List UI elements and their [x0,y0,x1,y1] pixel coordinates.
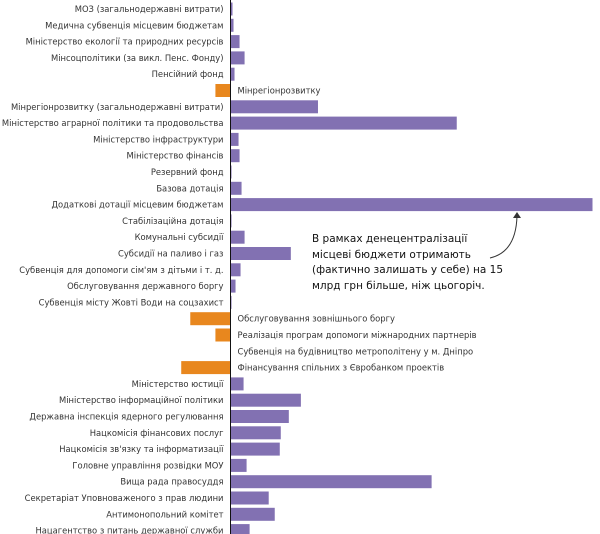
category-label: Міністерство юстиції [132,379,225,389]
bar-11 [230,165,232,179]
category-label: Головне управління розвідки МОУ [72,460,223,470]
bar-13 [230,198,593,212]
category-label: Вища рада правосуддя [120,477,223,487]
category-label: Обслуговування зовнішнього боргу [238,314,396,324]
bar-30 [230,475,432,489]
category-label: Субвенція на будівництво метрополітену у… [238,346,474,356]
category-label: Субвенція місту Жовті Води на соцзахист [39,297,224,307]
category-label: Субвенція для допомоги сім'ям з дітьми і… [19,265,223,275]
bar-23 [181,361,231,375]
bar-5 [230,67,235,81]
category-label: Мінрегіонрозвитку [238,86,321,96]
category-label: Міністерство фінансів [127,151,224,161]
category-label: Міністерство аграрної політики та продов… [2,118,224,128]
annotation-line: (фактично залишать у себе) на 15 [312,264,504,276]
bar-29 [230,458,247,472]
category-label: Державна інспекція ядерного регулювання [29,412,223,422]
arrow-curve [489,215,518,259]
bar-32 [230,507,275,521]
category-label: Фінансування спільних з Євробанком проек… [238,363,445,373]
category-label: Мінсоцполітики (за викл. Пенс. Фонду) [51,53,224,63]
category-label: Нацкомісія фінансових послуг [90,428,224,438]
bar-27 [230,426,281,440]
bar-26 [230,410,289,423]
category-label: Секретаріат Уповноваженого з прав людини [25,493,224,503]
annotation-line: млрд грн більше, ніж цьогоріч. [312,279,485,292]
bar-1 [230,2,233,16]
category-label: Додаткові дотації місцевим бюджетам [51,200,223,210]
bar-4 [230,51,245,65]
category-label: Міністерство інфраструктури [93,134,223,144]
annotation-arrow [489,212,521,259]
category-label: Обслуговування державного боргу [67,281,223,291]
bar-17 [230,263,241,277]
bar-25 [230,393,301,407]
bar-6 [215,84,231,97]
bar-24 [230,377,244,391]
bar-19 [230,295,232,309]
bar-21 [215,328,231,342]
annotation-line: місцеві бюджети отримають [312,248,471,261]
category-label: МОЗ (загальнодержавні витрати) [75,4,224,14]
arrow-head [513,212,521,218]
bar-33 [230,524,250,534]
category-label: Міністерство екології та природних ресур… [26,37,224,47]
bar-16 [230,247,291,260]
category-label: Мінрегіонрозвитку (загальнодержавні витр… [11,102,224,112]
bar-31 [230,491,269,505]
category-label: Стабілізаційна дотація [122,216,223,226]
category-label: Нацкомісія зв'язку та інформатизації [59,444,224,454]
bar-20 [190,312,231,326]
bar-7 [230,100,318,114]
annotation-text: В рамках денецентралізації місцеві бюдже… [312,232,504,294]
bar-9 [230,132,239,146]
bar-10 [230,149,240,163]
category-label: Пенсійний фонд [152,69,224,79]
bar-28 [230,442,280,456]
category-label: Нацагентство з питань державної служби [35,526,223,534]
bars-group [181,2,593,534]
category-label: Резервний фонд [151,167,224,177]
bar-2 [230,18,234,32]
bar-14 [230,214,232,228]
annotation-line: В рамках денецентралізації [312,233,468,245]
category-label: Медична субвенція місцевим бюджетам [45,20,223,30]
bar-8 [230,116,457,130]
category-label: Реалізація програм допомоги міжнародних … [238,330,477,340]
bar-12 [230,181,242,195]
category-label: Антимонопольний комітет [106,509,223,519]
bar-18 [230,279,236,293]
category-labels-group: МОЗ (загальнодержавні витрати) Медична су… [2,4,477,534]
bar-3 [230,35,240,49]
bar-15 [230,230,245,244]
category-label: Субсидії на паливо і газ [118,249,224,259]
category-label: Базова дотація [156,183,223,193]
category-label: Комунальні субсидії [135,232,225,242]
category-label: Міністерство інформаційної політики [59,395,224,405]
